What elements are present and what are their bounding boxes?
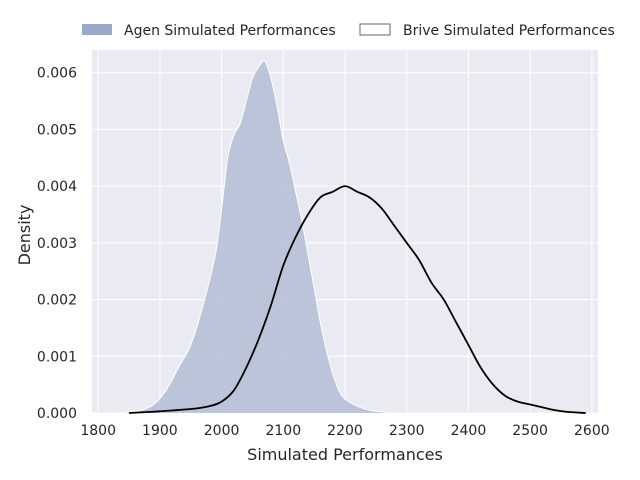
- x-tick-label: 2600: [574, 423, 610, 439]
- series-layer: [116, 60, 586, 414]
- x-tick-label: 2500: [512, 423, 548, 439]
- legend-label-agen: Agen Simulated Performances: [124, 23, 336, 39]
- y-tick-labels: 0.000 0.001 0.002 0.003 0.004 0.005 0.006: [37, 66, 77, 422]
- x-tick-label: 2300: [389, 423, 425, 439]
- x-tick-label: 2000: [204, 423, 240, 439]
- y-tick-label: 0.006: [37, 66, 77, 82]
- x-tick-label: 1800: [80, 423, 116, 439]
- y-axis-label: Density: [15, 205, 34, 266]
- legend-swatch-agen: [82, 24, 112, 35]
- agen-density-outline: [116, 60, 395, 414]
- y-tick-label: 0.001: [37, 349, 77, 365]
- brive-density-line: [128, 185, 586, 414]
- agen-density-area: [116, 60, 395, 413]
- legend: Agen Simulated Performances Brive Simula…: [82, 23, 615, 39]
- legend-label-brive: Brive Simulated Performances: [403, 23, 615, 39]
- x-tick-labels: 1800 1900 2000 2100 2200 2300 2400 2500 2600: [80, 423, 609, 439]
- x-tick-label: 1900: [142, 423, 178, 439]
- x-axis-label: Simulated Performances: [247, 445, 443, 464]
- y-tick-label: 0.005: [37, 122, 77, 138]
- x-tick-label: 2200: [327, 423, 363, 439]
- x-tick-label: 2400: [451, 423, 487, 439]
- y-tick-label: 0.002: [37, 293, 77, 309]
- y-tick-label: 0.003: [37, 236, 77, 252]
- legend-swatch-brive: [359, 23, 391, 36]
- x-tick-label: 2100: [265, 423, 301, 439]
- y-tick-label: 0.004: [37, 179, 77, 195]
- y-tick-label: 0.000: [37, 406, 77, 422]
